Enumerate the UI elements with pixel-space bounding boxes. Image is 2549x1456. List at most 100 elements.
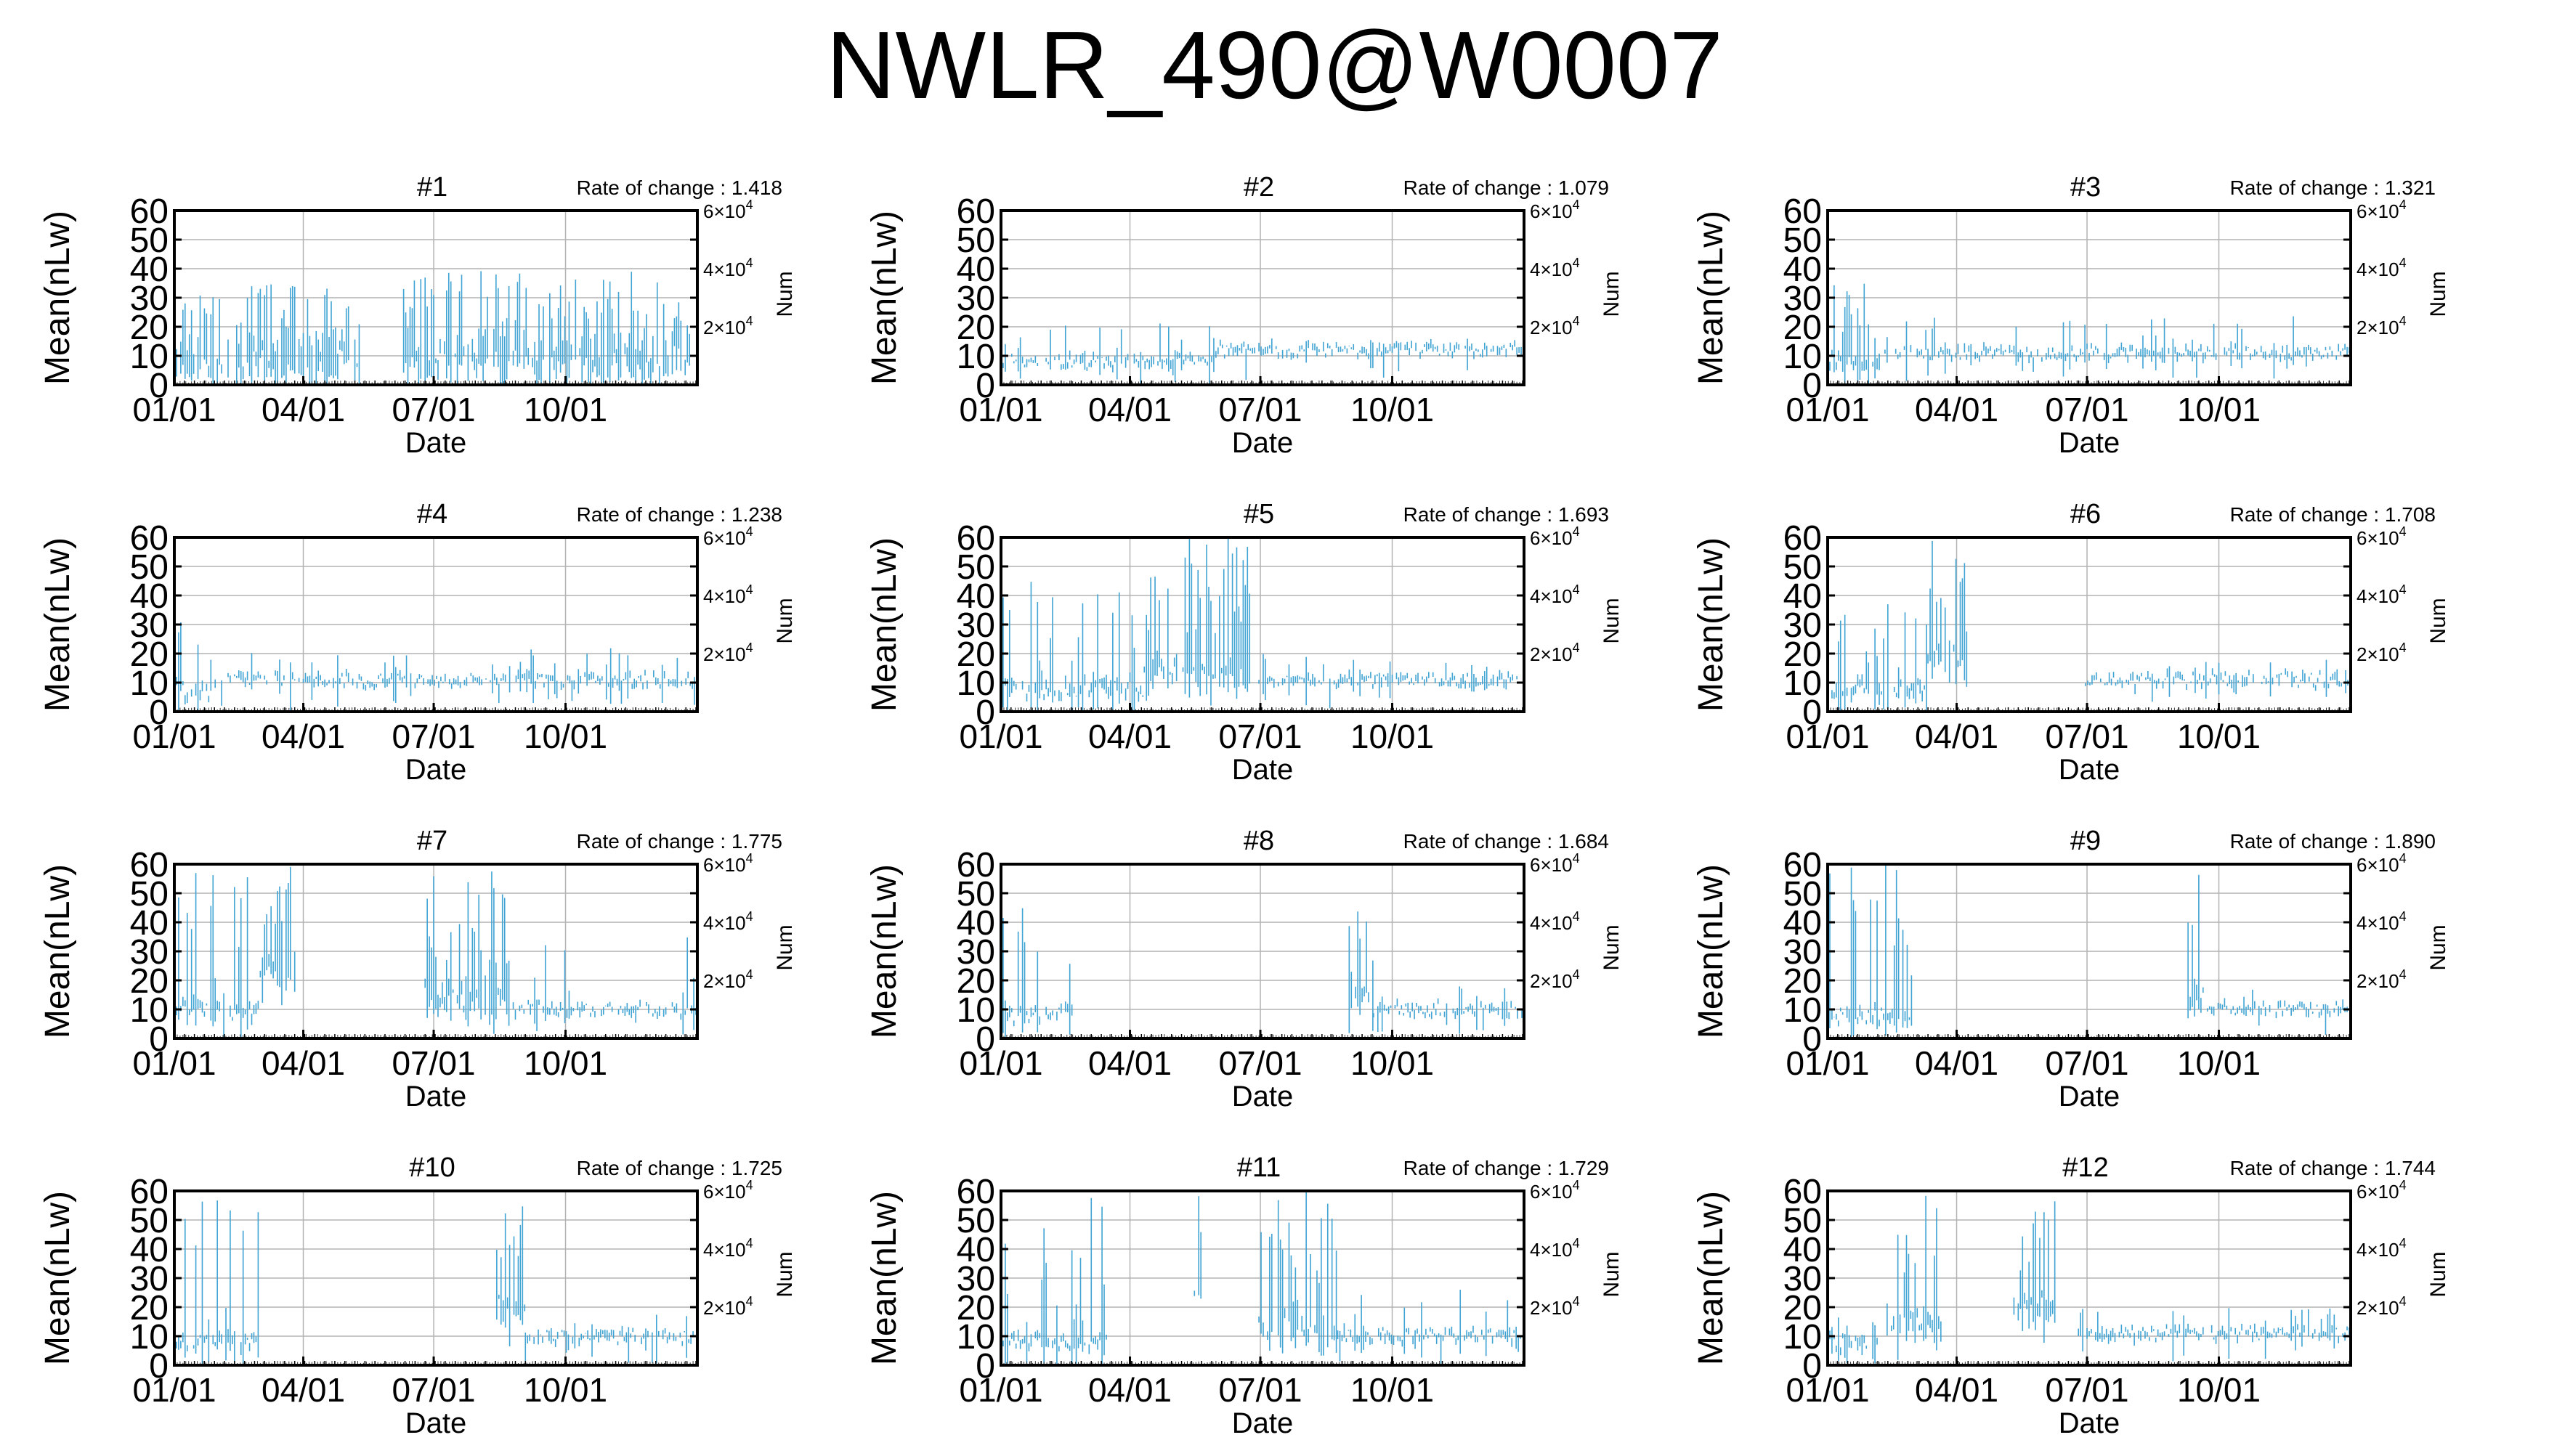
series-marks <box>1828 284 2349 385</box>
rate-of-change: Rate of change : 1.321 <box>2230 176 2436 199</box>
y2-tick-label: 2×104 <box>2356 314 2407 338</box>
y2-tick-label: 6×104 <box>2356 198 2407 222</box>
y2-tick-exponent: 4 <box>1573 909 1580 924</box>
y2-axis-label: Num <box>773 1251 797 1297</box>
x-axis-label: Date <box>1232 754 1294 786</box>
y-axis-label: Mean(nLw) <box>865 537 904 712</box>
y2-tick-exponent: 4 <box>2399 582 2407 597</box>
x-tick-label: 10/01 <box>524 717 607 755</box>
y2-axis-label: Num <box>1600 598 1624 643</box>
panel-title: #10 <box>409 1152 455 1183</box>
y2-tick-label: 4×104 <box>2356 582 2407 607</box>
y2-tick-exponent: 4 <box>2399 851 2407 866</box>
x-tick-label: 04/01 <box>262 1371 345 1409</box>
y2-tick-mantissa: 6×10 <box>2356 854 2399 876</box>
x-axis-label: Date <box>2059 427 2120 459</box>
y-axis-label: Mean(nLw) <box>39 1191 77 1365</box>
y2-tick-mantissa: 6×10 <box>703 527 746 549</box>
y2-tick-label: 2×104 <box>703 967 753 992</box>
y2-tick-exponent: 4 <box>1573 524 1580 539</box>
y2-tick-mantissa: 2×10 <box>2356 970 2399 992</box>
y-tick-label: 60 <box>130 1173 169 1211</box>
y2-tick-label: 6×104 <box>703 198 753 222</box>
y-axis-label: Mean(nLw) <box>865 211 904 385</box>
series-marks <box>1001 323 1523 385</box>
series-marks <box>174 271 689 385</box>
y-axis-label: Mean(nLw) <box>1692 864 1730 1038</box>
y-tick-label: 60 <box>957 192 995 231</box>
panel-title: #5 <box>1244 499 1274 529</box>
x-axis-label: Date <box>405 427 467 459</box>
y2-tick-exponent: 4 <box>1573 640 1580 655</box>
x-tick-label: 01/01 <box>959 1044 1042 1082</box>
x-axis-label: Date <box>405 1081 467 1113</box>
x-tick-label: 04/01 <box>262 391 345 428</box>
y2-tick-exponent: 4 <box>746 582 753 597</box>
y2-tick-mantissa: 4×10 <box>1530 259 1573 280</box>
y2-tick-exponent: 4 <box>1573 198 1580 212</box>
x-tick-label: 01/01 <box>1786 391 1869 428</box>
series-marks <box>174 622 697 712</box>
series-marks <box>174 867 696 1038</box>
x-tick-label: 04/01 <box>1915 391 1998 428</box>
y-tick-label: 60 <box>1783 846 1822 884</box>
y2-tick-exponent: 4 <box>2399 524 2407 539</box>
y2-tick-exponent: 4 <box>1573 314 1580 328</box>
y2-tick-label: 2×104 <box>1530 640 1580 665</box>
y2-tick-label: 2×104 <box>703 1294 753 1319</box>
x-tick-label: 07/01 <box>392 717 475 755</box>
y2-tick-exponent: 4 <box>746 314 753 328</box>
y2-tick-mantissa: 2×10 <box>703 643 746 665</box>
y2-tick-label: 2×104 <box>1530 967 1580 992</box>
y2-tick-label: 6×104 <box>703 524 753 549</box>
y-tick-label: 60 <box>957 1173 995 1211</box>
x-tick-label: 01/01 <box>132 717 216 755</box>
y2-tick-label: 6×104 <box>2356 851 2407 876</box>
y2-axis-label: Num <box>2426 924 2450 970</box>
y2-tick-label: 2×104 <box>703 314 753 338</box>
y2-tick-mantissa: 2×10 <box>1530 643 1573 665</box>
y2-tick-mantissa: 6×10 <box>1530 527 1573 549</box>
y2-tick-mantissa: 2×10 <box>703 970 746 992</box>
x-tick-label: 07/01 <box>1218 1044 1302 1082</box>
y2-tick-label: 4×104 <box>703 909 753 934</box>
x-tick-label: 07/01 <box>2045 1044 2128 1082</box>
rate-of-change: Rate of change : 1.693 <box>1403 503 1609 526</box>
y-tick-label: 60 <box>130 519 169 558</box>
y2-axis-label: Num <box>2426 598 2450 643</box>
y2-axis-label: Num <box>773 271 797 317</box>
x-tick-label: 01/01 <box>959 717 1042 755</box>
series-marks <box>177 1200 693 1365</box>
y2-tick-mantissa: 4×10 <box>2356 585 2399 607</box>
y2-tick-mantissa: 2×10 <box>1530 317 1573 338</box>
y2-axis-label: Num <box>1600 924 1624 970</box>
x-tick-label: 07/01 <box>392 1044 475 1082</box>
panel-title: #2 <box>1244 172 1274 203</box>
y2-tick-exponent: 4 <box>746 1178 753 1192</box>
x-tick-label: 07/01 <box>392 1371 475 1409</box>
x-tick-label: 04/01 <box>1915 1044 1998 1082</box>
y2-tick-exponent: 4 <box>746 640 753 655</box>
y2-tick-label: 2×104 <box>2356 640 2407 665</box>
y2-tick-exponent: 4 <box>2399 314 2407 328</box>
x-tick-label: 10/01 <box>1350 717 1434 755</box>
x-tick-label: 01/01 <box>1786 717 1869 755</box>
y-tick-label: 60 <box>1783 519 1822 558</box>
x-tick-label: 07/01 <box>392 391 475 428</box>
y2-tick-label: 4×104 <box>1530 256 1580 280</box>
y2-tick-mantissa: 4×10 <box>2356 912 2399 934</box>
panel-title: #4 <box>417 499 447 529</box>
y2-tick-exponent: 4 <box>746 1236 753 1250</box>
series-marks <box>1001 908 1522 1038</box>
x-tick-label: 07/01 <box>1218 717 1302 755</box>
x-tick-label: 10/01 <box>524 1044 607 1082</box>
x-tick-label: 01/01 <box>959 391 1042 428</box>
x-tick-label: 07/01 <box>1218 391 1302 428</box>
